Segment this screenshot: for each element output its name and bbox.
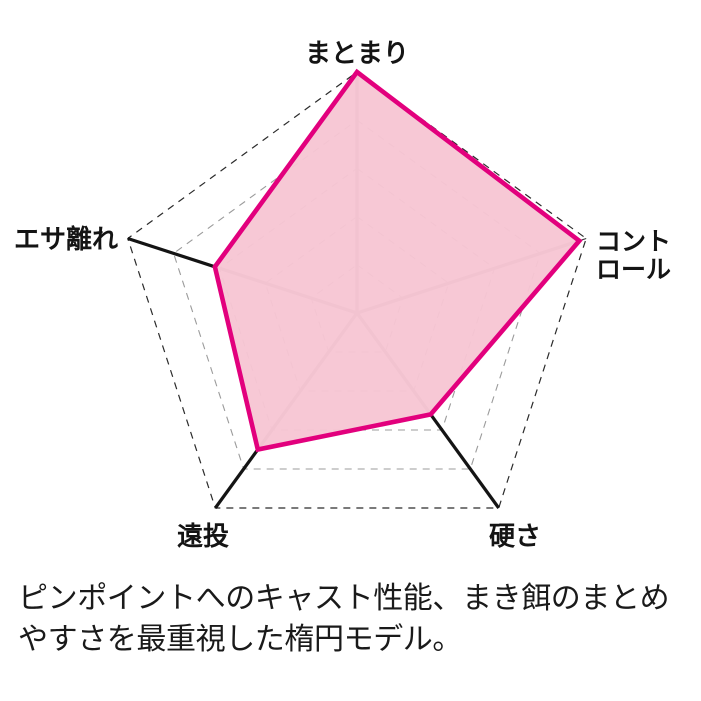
axis-label-top: まとまり — [305, 38, 409, 68]
radar-data-polygon — [212, 68, 583, 453]
axis-label-right-line2: ロール — [596, 256, 671, 284]
chart-caption: ピンポイントへのキャスト性能、まき餌のまとめ やすさを最重視した楕円モデル。 — [18, 578, 690, 661]
leader-esabanare — [127, 236, 216, 269]
axis-label-left: エサ離れ — [14, 224, 118, 254]
radar-axis-leaders — [127, 236, 500, 509]
grid-ring-5-outer — [127, 71, 587, 509]
leader-entou — [214, 448, 260, 509]
leader-katasa — [429, 413, 500, 509]
caption-line-1: ピンポイントへのキャスト性能、まき餌のまとめ — [18, 582, 670, 615]
axis-label-bottom-right: 硬さ — [489, 521, 541, 551]
axis-label-right-line1: コント — [596, 228, 671, 256]
axis-label-bottom-left: 遠投 — [177, 521, 229, 551]
radar-chart: まとまり コント ロール 硬さ 遠投 エサ離れ — [14, 38, 671, 551]
caption-line-2: やすさを最重視した楕円モデル。 — [18, 623, 462, 657]
radar-chart-svg: まとまり コント ロール 硬さ 遠投 エサ離れ — [14, 38, 671, 551]
